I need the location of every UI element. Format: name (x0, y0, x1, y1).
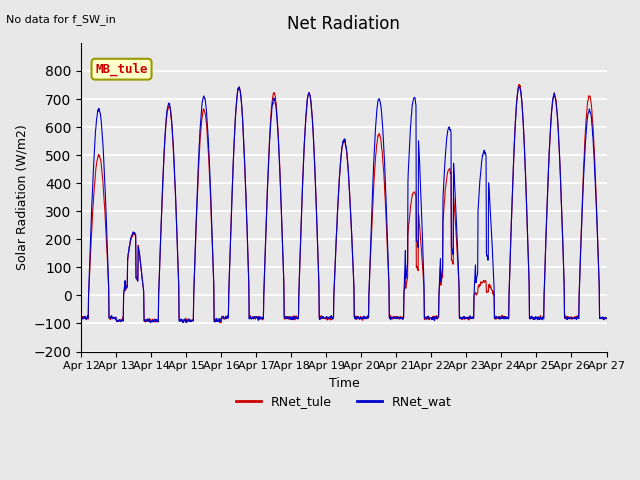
RNet_wat (195, 159, 202, 165)
RNet_tule (541, 270, 548, 276)
RNet_wat (495, 314, 502, 320)
RNet_tule (603, 316, 611, 322)
RNet_tule (494, 315, 502, 321)
RNet_tule (426, 315, 433, 321)
RNet_wat (77, 315, 85, 321)
Title: Net Radiation: Net Radiation (287, 15, 401, 33)
Line: RNet_tule: RNet_tule (81, 84, 607, 323)
RNet_wat (182, 318, 189, 324)
RNet_tule (77, 314, 85, 320)
RNet_wat (236, 84, 243, 90)
RNet_wat (253, 315, 261, 321)
RNet_tule (253, 315, 261, 321)
RNet_tule (515, 82, 523, 87)
Text: MB_tule: MB_tule (95, 62, 148, 76)
Line: RNet_wat: RNet_wat (81, 87, 607, 323)
RNet_wat (182, 320, 190, 325)
RNet_tule (216, 320, 224, 326)
RNet_wat (426, 315, 434, 321)
RNet_tule (194, 179, 202, 184)
RNet_wat (603, 315, 611, 321)
RNet_tule (182, 318, 189, 324)
Legend: RNet_tule, RNet_wat: RNet_tule, RNet_wat (231, 390, 457, 413)
Text: No data for f_SW_in: No data for f_SW_in (6, 14, 116, 25)
Y-axis label: Solar Radiation (W/m2): Solar Radiation (W/m2) (15, 124, 28, 270)
X-axis label: Time: Time (328, 377, 359, 390)
RNet_wat (541, 270, 548, 276)
